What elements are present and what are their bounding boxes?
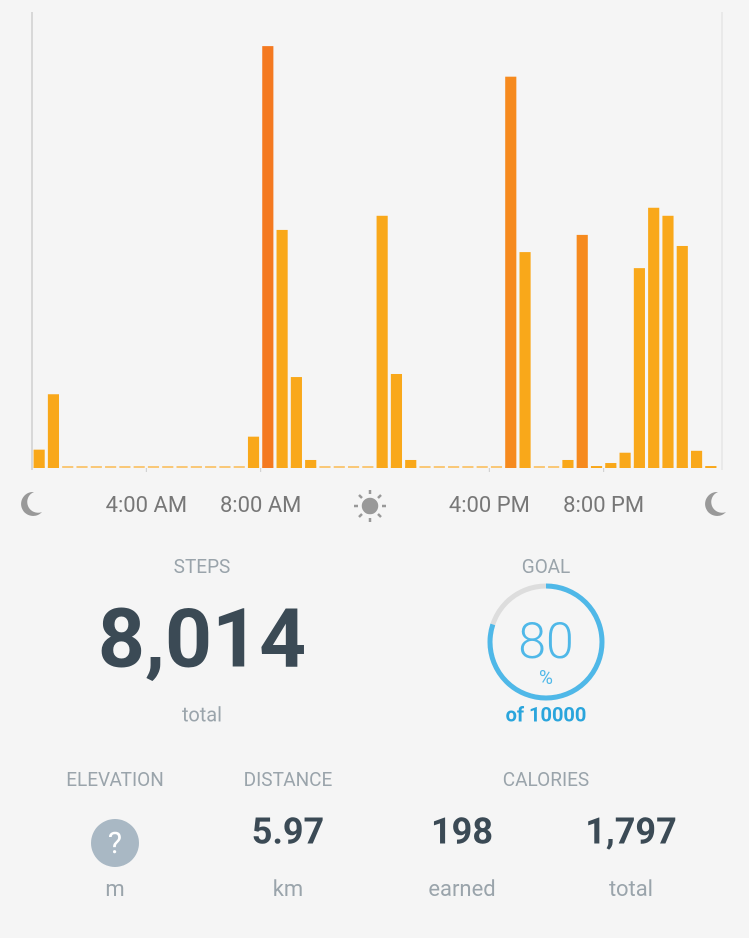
baseline-stub — [319, 466, 331, 468]
calories-earned-value: 198 — [431, 811, 493, 853]
baseline-stub — [205, 466, 217, 468]
goal-ring — [487, 583, 605, 701]
distance-label: DISTANCE — [244, 768, 333, 791]
steps-unit: total — [182, 702, 222, 726]
baseline-stub — [533, 466, 545, 468]
bar — [505, 76, 517, 468]
baseline-stub — [90, 466, 102, 468]
bar — [662, 215, 674, 468]
baseline-stub — [448, 466, 460, 468]
baseline-stub — [548, 466, 560, 468]
bar — [305, 459, 317, 468]
moon-icon — [21, 491, 42, 516]
baseline-stub — [190, 466, 202, 468]
unknown-icon — [91, 819, 139, 867]
calories-total-value: 1,797 — [585, 811, 676, 853]
bars — [33, 46, 717, 468]
steps-value: 8,014 — [98, 592, 306, 688]
baseline-stub — [176, 466, 188, 468]
sun-icon — [354, 490, 386, 522]
bar — [576, 234, 588, 468]
bar — [376, 215, 388, 468]
baseline-stub — [233, 466, 245, 468]
baseline-stub — [433, 466, 445, 468]
bar — [590, 466, 603, 468]
bar — [47, 394, 60, 468]
distance-value: 5.97 — [252, 811, 324, 853]
baseline-stub — [133, 466, 145, 468]
elevation-unit: m — [105, 877, 124, 902]
bar — [276, 229, 288, 468]
bar — [247, 436, 260, 468]
baseline-stub — [76, 466, 88, 468]
baseline-stub — [162, 466, 174, 468]
elevation-label: ELEVATION — [66, 768, 164, 791]
baseline-stub — [62, 466, 74, 468]
baseline-stub — [147, 466, 160, 468]
goal-percent: 80 — [518, 613, 573, 671]
bar — [390, 373, 403, 468]
moon-icon — [705, 491, 726, 516]
calories-total-unit: total — [609, 877, 653, 902]
bar — [619, 452, 631, 468]
bar — [605, 463, 617, 468]
goal-label: GOAL — [522, 555, 570, 578]
baseline-stub — [462, 466, 474, 468]
x-tick-label: 4:00 AM — [106, 493, 187, 518]
x-tick-label: 8:00 PM — [563, 493, 644, 518]
bar — [290, 377, 302, 468]
baseline-stub — [105, 466, 117, 468]
bar — [648, 207, 660, 468]
baseline-stub — [490, 466, 503, 468]
distance-unit: km — [273, 877, 303, 902]
calories-earned-unit: earned — [428, 877, 495, 902]
baseline-stub — [333, 466, 345, 468]
baseline-stub — [419, 466, 431, 468]
baseline-stub — [119, 466, 131, 468]
bar — [676, 245, 688, 468]
elevation-value: ? — [108, 826, 122, 861]
bar — [405, 459, 417, 468]
goal-percent-sign: % — [539, 666, 553, 689]
baseline-stub — [362, 466, 374, 468]
bar — [690, 450, 703, 468]
x-tick-label: 4:00 PM — [449, 493, 530, 518]
bar — [705, 466, 717, 468]
bar — [633, 268, 645, 468]
bar — [519, 252, 531, 468]
calories-label: CALORIES — [503, 768, 589, 791]
bar — [562, 459, 574, 468]
x-tick-label: 8:00 AM — [220, 493, 301, 518]
goal-target: of 10000 — [506, 702, 587, 726]
baseline-stub — [476, 466, 488, 468]
bar — [262, 46, 274, 468]
bar — [33, 449, 45, 468]
baseline-stub — [219, 466, 231, 468]
baseline-stub — [347, 466, 360, 468]
steps-label: STEPS — [174, 555, 231, 578]
